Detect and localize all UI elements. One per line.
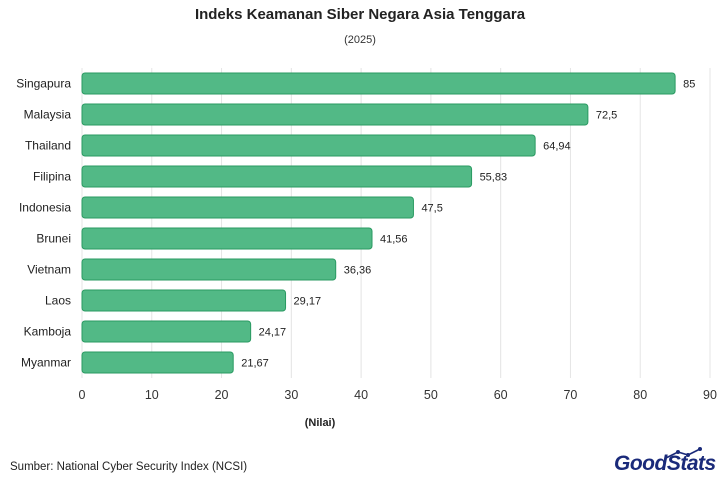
value-label: 36,36 (344, 265, 372, 277)
x-tick-label: 10 (145, 388, 159, 402)
category-label: Kamboja (24, 325, 72, 339)
x-tick-label: 50 (424, 388, 438, 402)
category-label: Singapura (16, 77, 71, 91)
x-tick-label: 80 (633, 388, 647, 402)
bar (81, 134, 536, 157)
bar (81, 196, 414, 219)
x-tick-label: 70 (563, 388, 577, 402)
value-label: 72,5 (596, 110, 617, 122)
bar (81, 351, 234, 374)
bar (81, 320, 252, 343)
bar (81, 258, 337, 281)
x-tick-label: 30 (284, 388, 298, 402)
category-label: Brunei (36, 232, 71, 246)
value-label: 85 (683, 79, 695, 91)
bar (81, 165, 473, 188)
x-tick-label: 40 (354, 388, 368, 402)
source-note: Sumber: National Cyber Security Index (N… (10, 461, 248, 473)
x-tick-label: 60 (494, 388, 508, 402)
value-label: 29,17 (294, 296, 322, 308)
value-label: 55,83 (480, 172, 508, 184)
category-label: Myanmar (21, 356, 71, 370)
x-tick-label: 0 (79, 388, 86, 402)
value-label: 47,5 (421, 203, 442, 215)
value-label: 21,67 (241, 358, 269, 370)
chart-subtitle: (2025) (344, 34, 376, 46)
category-label: Indonesia (19, 201, 71, 215)
category-label: Laos (45, 294, 71, 308)
x-axis-title: (Nilai) (305, 417, 336, 429)
x-tick-label: 20 (215, 388, 229, 402)
category-label: Vietnam (27, 263, 71, 277)
bar-chart: 0 10 20 30 40 50 60 70 80 90 (Nilai) Singapura 85 Mal… (16, 68, 717, 429)
goodstats-logo: GoodStats (614, 452, 716, 475)
chart-title: Indeks Keamanan Siber Negara Asia Tengga… (194, 6, 526, 23)
bar (81, 72, 676, 95)
x-tick-label: 90 (703, 388, 717, 402)
category-label: Filipina (33, 170, 71, 184)
bar (81, 289, 287, 312)
value-label: 64,94 (543, 141, 571, 153)
value-label: 41,56 (380, 234, 408, 246)
logo-chart-icon (665, 447, 702, 459)
bar (81, 227, 373, 250)
value-label: 24,17 (259, 327, 287, 339)
category-label: Thailand (25, 139, 71, 153)
bar (81, 103, 589, 126)
category-label: Malaysia (24, 108, 72, 122)
